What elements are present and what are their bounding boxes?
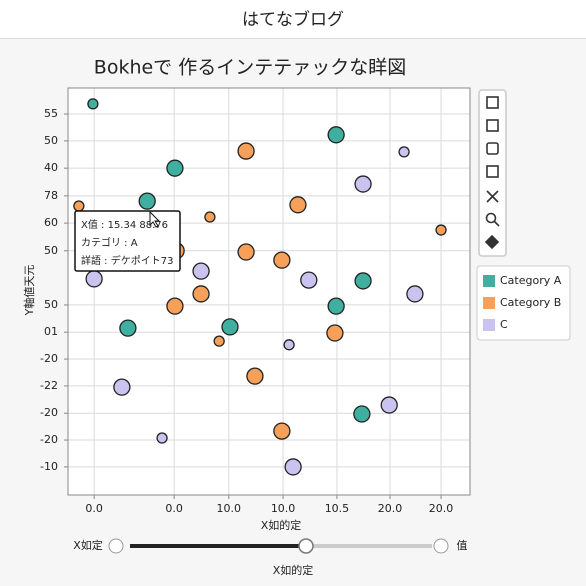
toolbar-frame: [478, 89, 507, 257]
slider-right-label: 值: [457, 539, 468, 552]
x-tick-label: 0.0: [165, 502, 183, 515]
scatter-point: [237, 243, 255, 261]
scatter-point: [354, 272, 372, 290]
tool-pan[interactable]: [486, 96, 499, 109]
tool-reset[interactable]: [486, 190, 499, 203]
legend-label: C: [500, 318, 508, 331]
y-tick-label: 55: [44, 107, 58, 120]
scatter-point: [156, 432, 168, 444]
scatter-point: [273, 251, 291, 269]
y-tick-label: 60: [44, 216, 58, 229]
scatter-point: [192, 285, 210, 303]
tooltip-line: X值 : 15.34 88.76: [81, 218, 168, 231]
slider-min-button[interactable]: [108, 538, 124, 554]
scatter-point: [283, 339, 295, 351]
x-tick-label: 10.0: [271, 502, 296, 515]
scatter-point: [73, 200, 85, 212]
chart-title: Bokheで 作るインテテァックな眻図: [94, 57, 406, 79]
scatter-point: [354, 175, 372, 193]
legend-label: Category A: [500, 274, 562, 287]
y-tick-label: 50: [44, 134, 58, 147]
x-tick-label: 20.0: [429, 502, 454, 515]
y-tick-label: -20: [40, 352, 58, 365]
legend-swatch: [483, 275, 495, 287]
y-tick-label: 50: [44, 298, 58, 311]
slider-max-button[interactable]: [433, 538, 449, 554]
tool-save[interactable]: [484, 234, 500, 250]
y-tick-label: -22: [40, 379, 58, 392]
legend-swatch: [483, 319, 495, 331]
scatter-point: [237, 142, 255, 160]
tool-box-zoom[interactable]: [486, 119, 499, 132]
scatter-point: [353, 405, 371, 423]
scatter-point: [204, 211, 216, 223]
slider-caption: X如的定: [273, 563, 314, 577]
scatter-point: [138, 192, 156, 210]
legend-label: Category B: [500, 296, 561, 309]
toolbar: [478, 89, 507, 257]
slider-left-label: X如定: [73, 538, 103, 552]
scatter-point: [284, 458, 302, 476]
y-tick-label: 78: [44, 189, 58, 202]
tooltip-line: カテゴリ : A: [81, 236, 138, 249]
y-tick-label: -20: [40, 433, 58, 446]
tooltip-line: 詳語 : デケポイト73: [81, 254, 173, 267]
x-tick-label: 20.0: [378, 502, 403, 515]
scatter-point: [406, 285, 424, 303]
scatter-point: [87, 98, 99, 110]
plot-frame: [67, 87, 471, 496]
scatter-point: [398, 146, 410, 158]
scatter-point: [380, 396, 398, 414]
y-axis-label: Y軸値天元: [22, 265, 36, 317]
scatter-point: [166, 159, 184, 177]
scatter-point: [192, 262, 210, 280]
x-tick-label: 10.5: [325, 502, 350, 515]
y-tick-label: 50: [44, 244, 58, 257]
scatter-point: [273, 422, 291, 440]
y-tick-label: -20: [40, 406, 58, 419]
scatter-point: [119, 319, 137, 337]
scatter-point: [85, 270, 103, 288]
scatter-point: [327, 297, 345, 315]
scatter-point: [289, 196, 307, 214]
scatter-point: [221, 318, 239, 336]
y-tick-label: 01: [44, 325, 58, 338]
scatter-point: [327, 126, 345, 144]
tooltip: [74, 210, 181, 272]
scatter-point: [166, 297, 184, 315]
y-tick-label: 40: [44, 161, 58, 174]
tool-select[interactable]: [486, 165, 499, 178]
x-tick-label: 0.0: [85, 502, 103, 515]
tool-wheel-zoom[interactable]: [486, 142, 499, 155]
x-axis-label: X如的定: [261, 518, 302, 532]
x-tick-label: 10.0: [217, 502, 242, 515]
legend-frame: [476, 265, 571, 341]
y-tick-label: -10: [40, 460, 58, 473]
scatter-point: [300, 271, 318, 289]
scatter-point: [246, 367, 264, 385]
header-title: はてなブログ: [242, 9, 344, 30]
scatter-point: [113, 378, 131, 396]
header-bar: [0, 0, 586, 38]
slider-handle[interactable]: [298, 538, 314, 554]
legend-swatch: [483, 297, 495, 309]
cursor: [149, 210, 161, 228]
scatter-point: [326, 324, 344, 342]
tool-hover[interactable]: [485, 212, 497, 224]
scatter-point: [213, 335, 225, 347]
tool-hover-handle: [493, 220, 500, 227]
scatter-point: [435, 224, 447, 236]
